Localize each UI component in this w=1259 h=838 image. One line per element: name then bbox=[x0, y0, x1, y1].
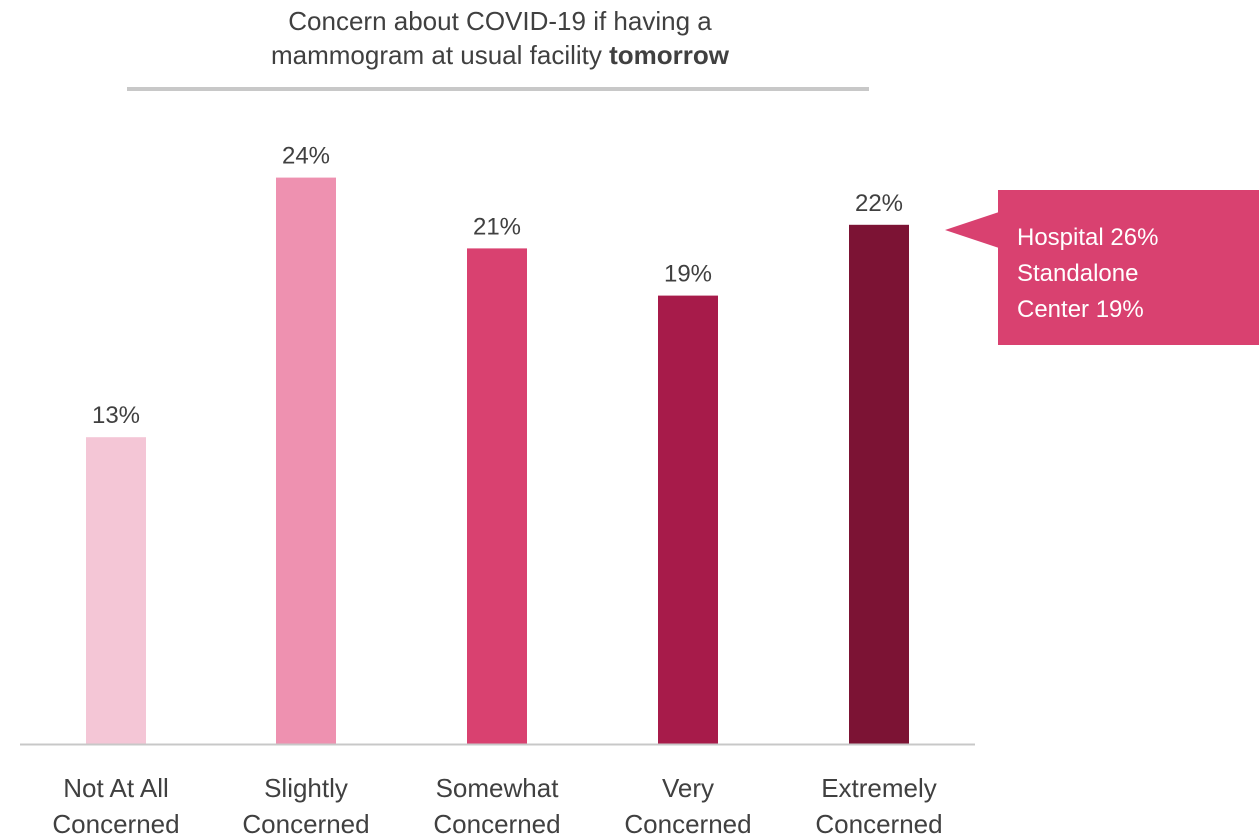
chart-title-emphasis: tomorrow bbox=[609, 40, 729, 70]
bar-0 bbox=[86, 437, 146, 744]
chart-title: Concern about COVID-19 if having a mammo… bbox=[0, 4, 1000, 72]
title-divider bbox=[127, 87, 869, 91]
value-label-3: 19% bbox=[664, 261, 712, 288]
category-label-1-line-0: Slightly bbox=[264, 773, 348, 803]
category-label-0-line-0: Not At All bbox=[63, 773, 169, 803]
callout-pointer bbox=[945, 212, 999, 248]
chart-title-line-2-text: mammogram at usual facility bbox=[271, 40, 610, 70]
bar-2 bbox=[467, 248, 527, 744]
annotation-line-2: Standalone bbox=[1017, 260, 1139, 287]
category-label-3-line-0: Very bbox=[662, 773, 714, 803]
value-label-4: 22% bbox=[855, 190, 903, 217]
category-label-1-line-1: Concerned bbox=[242, 809, 369, 838]
value-label-1: 24% bbox=[282, 143, 330, 170]
annotation-line-3: Center 19% bbox=[1017, 296, 1144, 323]
category-label-2-line-1: Concerned bbox=[433, 809, 560, 838]
category-label-2-line-0: Somewhat bbox=[436, 773, 560, 803]
bar-3 bbox=[658, 295, 718, 744]
chart-title-line-1: Concern about COVID-19 if having a bbox=[288, 6, 712, 36]
category-label-3-line-1: Concerned bbox=[624, 809, 751, 838]
category-label-4-line-1: Concerned bbox=[815, 809, 942, 838]
value-label-2: 21% bbox=[473, 213, 521, 240]
annotation-callout-text: Hospital 26% Standalone Center 19% bbox=[1017, 220, 1247, 328]
bar-4 bbox=[849, 224, 909, 745]
category-label-4-line-0: Extremely bbox=[821, 773, 937, 803]
annotation-callout bbox=[998, 190, 1259, 345]
annotation-line-1: Hospital 26% bbox=[1017, 224, 1159, 251]
value-label-0: 13% bbox=[92, 402, 140, 429]
chart-title-line-2: mammogram at usual facility tomorrow bbox=[0, 38, 1000, 72]
bar-1 bbox=[276, 177, 336, 745]
category-label-0-line-1: Concerned bbox=[52, 809, 179, 838]
bar-chart: 13% Not At All Concerned 24% Slightly Concern… bbox=[20, 143, 975, 838]
